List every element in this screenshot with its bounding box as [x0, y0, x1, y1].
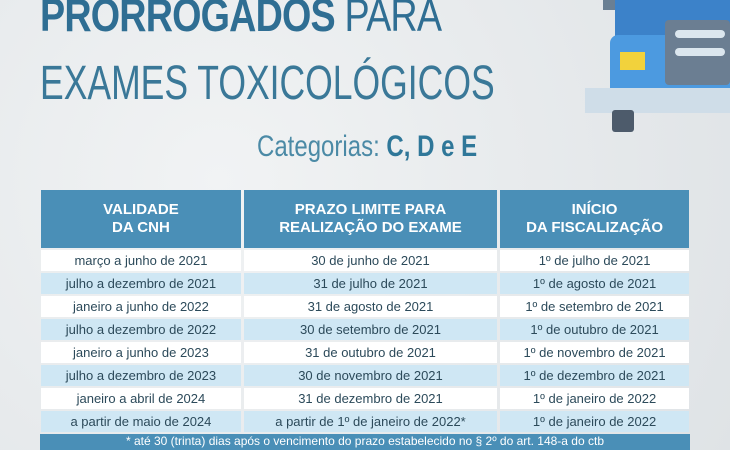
deadline-table: VALIDADE DA CNH PRAZO LIMITE PARA REALIZAÇÃ… — [38, 188, 692, 434]
header-line: REALIZAÇÃO DO EXAME — [279, 219, 462, 236]
table-cell: a partir de maio de 2024 — [41, 411, 241, 432]
table-row: janeiro a junho de 2022 31 de agosto de 2… — [41, 296, 689, 317]
column-header: PRAZO LIMITE PARA REALIZAÇÃO DO EXAME — [243, 190, 498, 248]
table-cell: março a junho de 2021 — [41, 250, 241, 271]
table-cell: 1º de novembro de 2021 — [500, 342, 689, 363]
table-cell: 30 de setembro de 2021 — [243, 319, 498, 340]
table-cell: julho a dezembro de 2022 — [41, 319, 241, 340]
header-line: VALIDADE — [103, 201, 179, 218]
header-line: PRAZO LIMITE PARA — [294, 201, 447, 218]
table-row: janeiro a junho de 2023 31 de outubro de … — [41, 342, 689, 363]
table-cell: janeiro a abril de 2024 — [41, 388, 241, 409]
table-cell: janeiro a junho de 2022 — [41, 296, 241, 317]
categories: Categorias: C, D e E — [257, 130, 478, 163]
column-header: VALIDADE DA CNH — [41, 190, 241, 248]
title-line-2: EXAMES TOXICOLÓGICOS — [40, 57, 495, 110]
title-line-1: PRORROGADOS PARA — [40, 0, 442, 41]
table-cell: 1º de setembro de 2021 — [500, 296, 689, 317]
table-row: julho a dezembro de 2022 30 de setembro d… — [41, 319, 689, 340]
header-line: DA FISCALIZAÇÃO — [526, 219, 664, 236]
table-cell: 30 de junho de 2021 — [243, 250, 498, 271]
column-header: INÍCIO DA FISCALIZAÇÃO — [500, 190, 689, 248]
table-cell: 31 de dezembro de 2021 — [243, 388, 498, 409]
table-row: julho a dezembro de 2021 31 de julho de 2… — [41, 273, 689, 294]
table-cell: julho a dezembro de 2021 — [41, 273, 241, 294]
table-row: março a junho de 2021 30 de junho de 2021… — [41, 250, 689, 271]
table-cell: 1º de julho de 2021 — [500, 250, 689, 271]
table-cell: janeiro a junho de 2023 — [41, 342, 241, 363]
table-row: a partir de maio de 2024 a partir de 1º d… — [41, 411, 689, 432]
header-line: INÍCIO — [571, 201, 618, 218]
table-cell: 1º de outubro de 2021 — [500, 319, 689, 340]
table-cell: 30 de novembro de 2021 — [243, 365, 498, 386]
table-cell: 31 de outubro de 2021 — [243, 342, 498, 363]
footnote: * até 30 (trinta) dias após o vencimento… — [40, 434, 690, 450]
table-cell: 31 de julho de 2021 — [243, 273, 498, 294]
table-cell: 1º de agosto de 2021 — [500, 273, 689, 294]
table-cell: 1º de janeiro de 2022 — [500, 411, 689, 432]
table-cell: 1º de janeiro de 2022 — [500, 388, 689, 409]
truck-icon — [585, 0, 730, 132]
table-cell: julho a dezembro de 2023 — [41, 365, 241, 386]
table-cell: a partir de 1º de janeiro de 2022* — [243, 411, 498, 432]
table-row: janeiro a abril de 2024 31 de dezembro de… — [41, 388, 689, 409]
table-cell: 1º de dezembro de 2021 — [500, 365, 689, 386]
header-line: DA CNH — [112, 219, 170, 236]
table-cell: 31 de agosto de 2021 — [243, 296, 498, 317]
table-row: julho a dezembro de 2023 30 de novembro d… — [41, 365, 689, 386]
